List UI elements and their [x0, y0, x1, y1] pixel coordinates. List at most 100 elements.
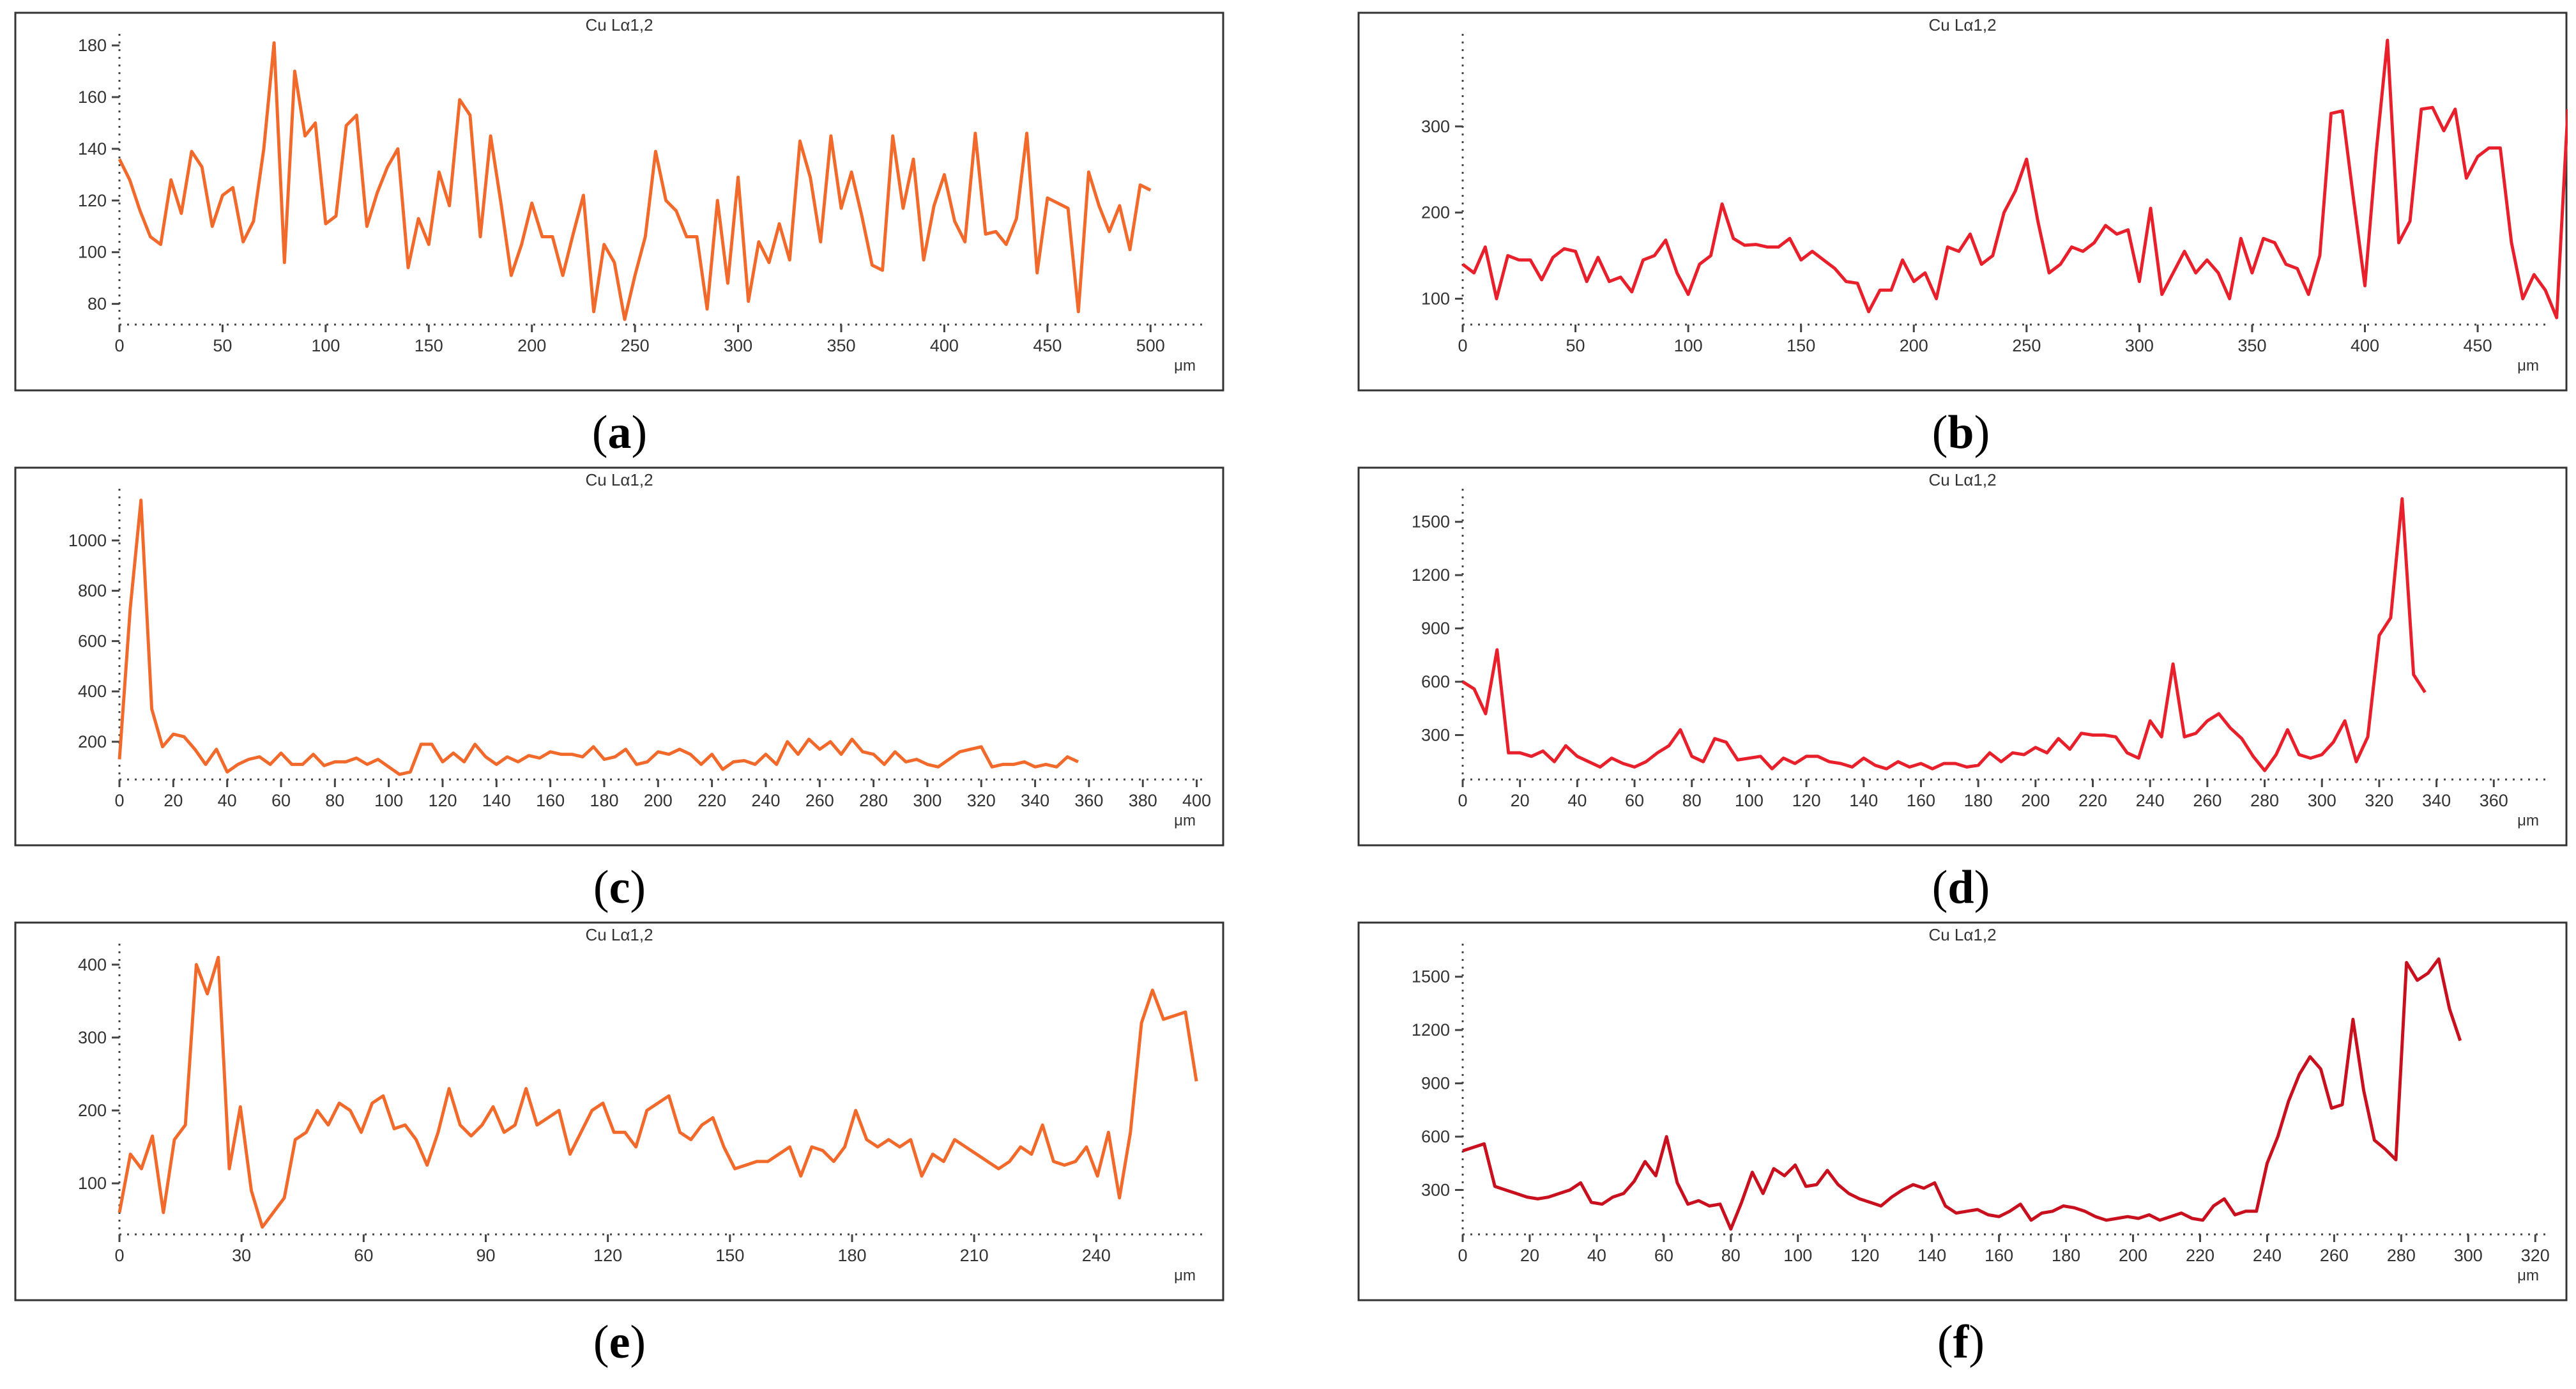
- x-tick-label: 160: [1985, 1246, 2013, 1265]
- x-tick-label: 240: [751, 791, 780, 810]
- x-tick-label: 500: [1136, 336, 1165, 355]
- panel-f: Cu Lα1,2 0 20 40 60 80 100 120 140 160 180 200 220 24…: [1357, 921, 2568, 1301]
- x-tick-label: 320: [967, 791, 996, 810]
- x-tick-label: 340: [1021, 791, 1049, 810]
- caption-e: (e): [593, 1316, 646, 1369]
- x-tick-label: 60: [1625, 791, 1644, 810]
- series-line: [118, 41, 1152, 321]
- x-tick-label: 60: [271, 791, 291, 810]
- x-tick-label: 320: [2521, 1246, 2550, 1265]
- chart-frame: [1357, 466, 2568, 847]
- y-tick-label: 900: [1421, 1074, 1450, 1093]
- x-tick-label: 220: [2078, 791, 2107, 810]
- y-tick-label: 600: [78, 631, 107, 650]
- y-tick-label: 200: [1421, 203, 1450, 222]
- chart-f: Cu Lα1,2 0 20 40 60 80 100 120 140 160 180 200 220 24…: [1357, 921, 2568, 1301]
- x-tick-label: 150: [415, 336, 443, 355]
- x-tick-label: 350: [2237, 336, 2266, 355]
- caption-a: (a): [591, 406, 648, 459]
- x-tick-label: 220: [2186, 1246, 2214, 1265]
- x-axis-unit: μm: [1174, 812, 1196, 829]
- x-tick-label: 260: [2320, 1246, 2349, 1265]
- x-tick-label: 0: [114, 1246, 124, 1265]
- x-tick-label: 450: [1033, 336, 1062, 355]
- x-tick-label: 400: [2351, 336, 2379, 355]
- y-tick-label: 900: [1421, 619, 1450, 638]
- x-axis-unit: μm: [1174, 357, 1196, 374]
- x-tick-label: 30: [232, 1246, 251, 1265]
- x-tick-label: 100: [1783, 1246, 1812, 1265]
- y-tick-label: 1200: [1412, 565, 1450, 585]
- chart-title: Cu Lα1,2: [585, 470, 653, 489]
- y-tick-label: 1500: [1412, 967, 1450, 986]
- series-line: [118, 955, 1198, 1229]
- y-tick-label: 800: [78, 581, 107, 601]
- x-tick-label: 140: [482, 791, 511, 810]
- y-tick-label: 300: [1421, 117, 1450, 136]
- x-tick-label: 280: [2387, 1246, 2416, 1265]
- x-tick-label: 350: [827, 336, 855, 355]
- y-tick-label: 160: [78, 88, 107, 107]
- panel-e: Cu Lα1,2 0 30 60 90 120 150 180 210 240 100 200 300 4…: [14, 921, 1224, 1301]
- chart-frame: [14, 921, 1224, 1301]
- x-tick-label: 20: [1511, 791, 1530, 810]
- series-line: [1462, 957, 2462, 1231]
- x-tick-label: 100: [1674, 336, 1703, 355]
- y-tick-label: 600: [1421, 672, 1450, 691]
- x-tick-label: 360: [2480, 791, 2508, 810]
- x-tick-label: 80: [325, 791, 344, 810]
- x-tick-label: 220: [697, 791, 726, 810]
- x-axis-unit: μm: [1174, 1267, 1196, 1284]
- y-tick-label: 300: [78, 1028, 107, 1047]
- x-tick-label: 120: [593, 1246, 622, 1265]
- y-tick-label: 1000: [68, 531, 107, 550]
- x-tick-label: 0: [1458, 336, 1467, 355]
- caption-f: (f): [1937, 1316, 1985, 1369]
- panel-d: Cu Lα1,2 0 20 40 60 80 100 120 140 160 180 200 220 24…: [1357, 466, 2568, 847]
- chart-e: Cu Lα1,2 0 30 60 90 120 150 180 210 240 100 200 300 4…: [14, 921, 1224, 1301]
- x-tick-label: 180: [590, 791, 618, 810]
- x-axis-unit: μm: [2517, 357, 2539, 374]
- chart-frame: [1357, 921, 2568, 1301]
- x-tick-label: 300: [2308, 791, 2336, 810]
- chart-frame: [14, 466, 1224, 847]
- x-tick-label: 0: [114, 791, 124, 810]
- y-tick-label: 400: [78, 682, 107, 701]
- x-tick-label: 160: [536, 791, 565, 810]
- x-tick-label: 210: [960, 1246, 989, 1265]
- x-tick-label: 380: [1129, 791, 1157, 810]
- y-tick-label: 100: [1421, 289, 1450, 309]
- x-tick-label: 100: [311, 336, 340, 355]
- x-tick-label: 240: [1082, 1246, 1111, 1265]
- x-tick-label: 50: [213, 336, 232, 355]
- x-tick-label: 80: [1682, 791, 1702, 810]
- y-tick-label: 300: [1421, 1180, 1450, 1199]
- caption-b: (b): [1932, 406, 1990, 459]
- x-tick-label: 100: [374, 791, 403, 810]
- x-tick-label: 300: [2125, 336, 2154, 355]
- chart-title: Cu Lα1,2: [585, 15, 653, 35]
- x-tick-label: 300: [2454, 1246, 2483, 1265]
- series-line: [1461, 497, 2427, 772]
- x-tick-label: 80: [1721, 1246, 1741, 1265]
- x-tick-label: 40: [1567, 791, 1587, 810]
- y-tick-label: 140: [78, 139, 107, 158]
- panel-c: Cu Lα1,2 0 20 40 60 80 100 120 140 160 180 200 220 24…: [14, 466, 1224, 847]
- y-tick-label: 300: [1421, 725, 1450, 744]
- x-tick-label: 200: [644, 791, 673, 810]
- x-tick-label: 120: [1850, 1246, 1879, 1265]
- x-tick-label: 180: [837, 1246, 866, 1265]
- x-axis-unit: μm: [2517, 812, 2539, 829]
- x-tick-label: 40: [218, 791, 237, 810]
- y-tick-label: 180: [78, 36, 107, 55]
- x-tick-label: 450: [2464, 336, 2492, 355]
- x-tick-label: 150: [1787, 336, 1815, 355]
- x-tick-label: 340: [2422, 791, 2451, 810]
- x-tick-label: 240: [2253, 1246, 2282, 1265]
- x-tick-label: 90: [476, 1246, 495, 1265]
- panel-a: Cu Lα1,2 0 50 100 150 200 250 300 350 400 450 500 80…: [14, 12, 1224, 392]
- x-tick-label: 160: [1907, 791, 1935, 810]
- caption-c: (c): [593, 861, 646, 914]
- x-tick-label: 250: [2012, 336, 2041, 355]
- x-tick-label: 240: [2136, 791, 2165, 810]
